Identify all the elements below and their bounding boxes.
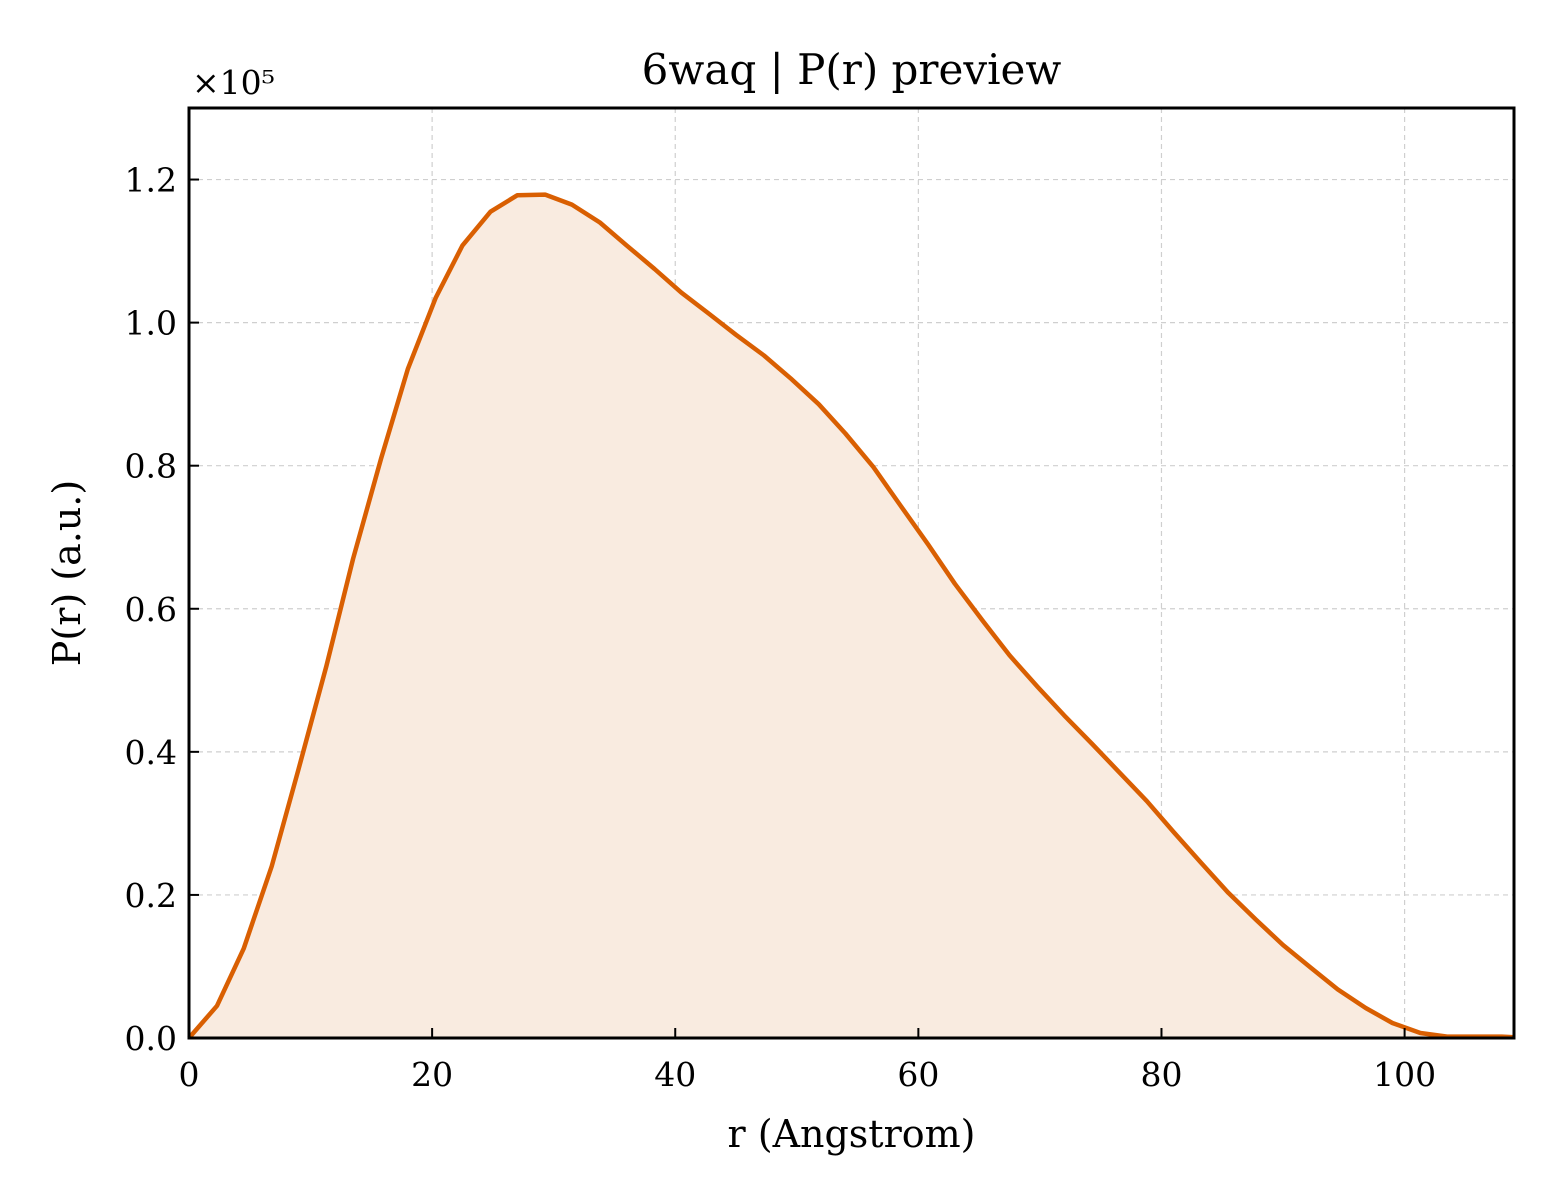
x-axis-label: r (Angstrom) bbox=[728, 1112, 976, 1156]
x-tick-label: 20 bbox=[411, 1055, 453, 1094]
axis-ticks: 0 20 40 60 80 100 0.0 0.2 0.4 0.6 0.8 1.0 1.2 bbox=[125, 161, 1437, 1094]
x-tick-label: 40 bbox=[654, 1055, 696, 1094]
series-area-fill bbox=[189, 194, 1514, 1039]
series-line bbox=[187, 192, 1515, 1040]
y-axis-label: P(r) (a.u.) bbox=[45, 480, 89, 666]
y-tick-label: 0.6 bbox=[125, 590, 177, 629]
x-tick-label: 60 bbox=[897, 1055, 939, 1094]
x-tick-label: 80 bbox=[1140, 1055, 1182, 1094]
y-axis-multiplier: ×10⁵ bbox=[192, 63, 275, 102]
y-tick-label: 1.2 bbox=[125, 161, 177, 200]
plot-frame bbox=[187, 106, 1516, 1040]
x-tick-label: 0 bbox=[179, 1055, 200, 1094]
chart-title: 6waq | P(r) preview bbox=[642, 45, 1062, 94]
y-tick-label: 0.2 bbox=[125, 876, 177, 915]
x-tick-label: 100 bbox=[1373, 1055, 1436, 1094]
y-tick-label: 0.0 bbox=[125, 1019, 177, 1058]
y-tick-label: 0.4 bbox=[125, 733, 177, 772]
y-tick-label: 1.0 bbox=[125, 304, 177, 343]
y-tick-label: 0.8 bbox=[125, 447, 177, 486]
